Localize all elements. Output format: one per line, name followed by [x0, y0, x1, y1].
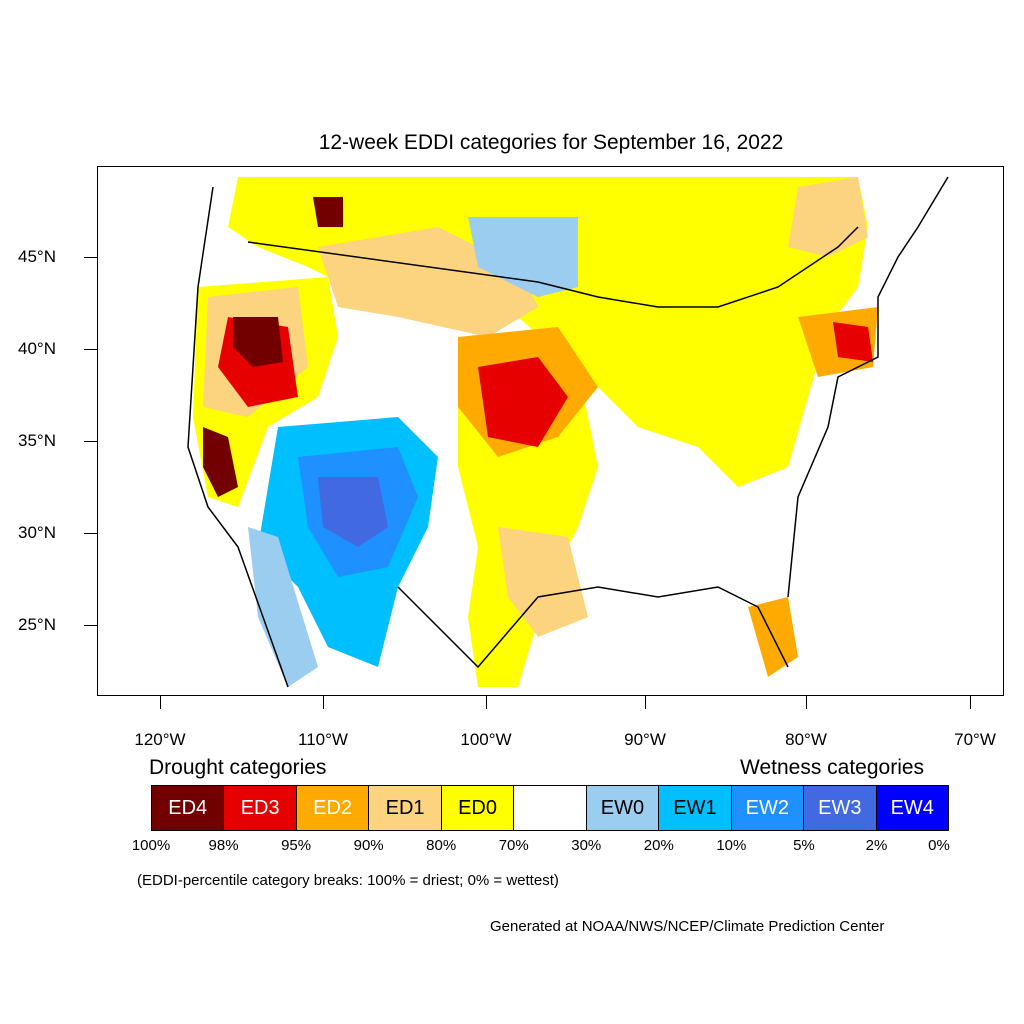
lon-tick — [645, 696, 646, 709]
eddi-map — [97, 166, 1004, 696]
ed4-region-oregon — [233, 317, 283, 367]
percentile-label: 20% — [643, 837, 674, 854]
lon-label: 90°W — [624, 730, 666, 749]
legend-box-ew2: EW2 — [731, 786, 805, 830]
ew0-region-north — [468, 217, 578, 297]
coastline-west — [187, 186, 289, 688]
lon-label: 120°W — [134, 730, 186, 749]
legend-box-ed2: ED2 — [296, 786, 370, 830]
ew0-region-baja — [248, 527, 318, 687]
ed1-region-texas — [498, 527, 588, 637]
lat-tick — [84, 533, 97, 534]
category-note: (EDDI-percentile category breaks: 100% =… — [137, 872, 559, 889]
drought-categories-title: Drought categories — [149, 756, 327, 779]
percentile-label: 90% — [353, 837, 384, 854]
lat-tick — [84, 441, 97, 442]
percentile-label: 2% — [865, 837, 888, 854]
legend-bar: ED4 ED3 ED2 ED1 ED0 EW0 EW1 EW2 EW3 EW4 — [151, 785, 949, 831]
ed3-region-northeast — [833, 322, 873, 362]
lon-label: 80°W — [785, 730, 827, 749]
legend-box-ed4: ED4 — [152, 786, 225, 830]
ed4-region-idaho — [313, 197, 343, 227]
percentile-label: 98% — [208, 837, 239, 854]
wetness-categories-title: Wetness categories — [740, 756, 925, 779]
percentile-label: 95% — [281, 837, 312, 854]
lon-label: 100°W — [460, 730, 512, 749]
legend-box-neutral — [514, 786, 587, 830]
percentile-label: 10% — [716, 837, 747, 854]
ew3-region-southwest — [318, 477, 388, 547]
lat-tick — [84, 625, 97, 626]
legend-box-ew1: EW1 — [659, 786, 732, 830]
coastline-gulf — [397, 586, 789, 669]
lat-label: 35°N — [18, 431, 56, 450]
ed4-region-california — [203, 427, 238, 497]
lat-tick — [84, 257, 97, 258]
legend-box-ew0: EW0 — [586, 786, 660, 830]
lat-label: 25°N — [18, 615, 56, 634]
percentile-label: 30% — [571, 837, 602, 854]
lat-label: 40°N — [18, 339, 56, 358]
percentile-label: 0% — [928, 837, 950, 854]
lon-tick — [486, 696, 487, 709]
legend-box-ew4: EW4 — [876, 786, 948, 830]
ed3-region-nebraska — [478, 357, 568, 447]
lon-tick — [160, 696, 161, 709]
percentile-label: 70% — [498, 837, 529, 854]
lat-label: 30°N — [18, 523, 56, 542]
coastline-east — [787, 176, 949, 598]
credit-text: Generated at NOAA/NWS/NCEP/Climate Predi… — [490, 918, 885, 935]
lon-label: 110°W — [298, 730, 348, 749]
lat-label: 45°N — [18, 247, 56, 266]
map-canvas — [187, 176, 949, 688]
lon-tick — [970, 696, 971, 709]
legend-box-ed0: ED0 — [441, 786, 515, 830]
lon-tick — [806, 696, 807, 709]
percentile-label: 80% — [426, 837, 457, 854]
map-title: 12-week EDDI categories for September 16… — [318, 131, 784, 154]
lat-tick — [84, 349, 97, 350]
legend-box-ew3: EW3 — [804, 786, 877, 830]
border-canada — [247, 226, 859, 308]
legend-box-ed1: ED1 — [369, 786, 442, 830]
percentile-label: 100% — [131, 837, 171, 854]
percentile-label: 5% — [793, 837, 815, 854]
lon-label: 70°W — [954, 730, 996, 749]
legend-box-ed3: ED3 — [224, 786, 297, 830]
lon-tick — [323, 696, 324, 709]
